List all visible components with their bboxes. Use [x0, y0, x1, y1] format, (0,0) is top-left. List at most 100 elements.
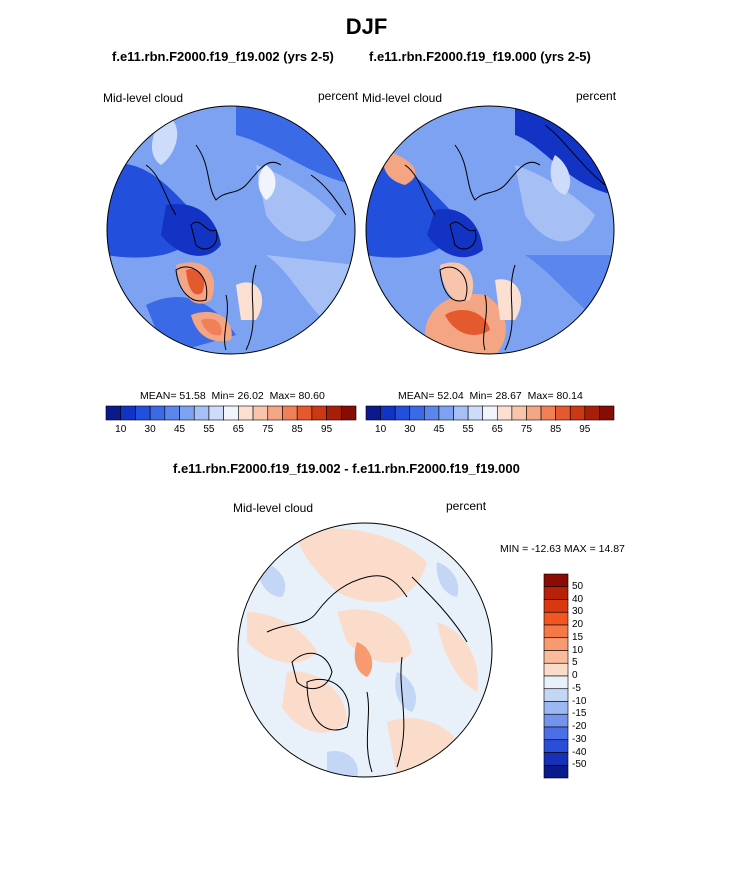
- colorbar-tick-label: 45: [173, 424, 186, 435]
- colorbar-tick-label: 85: [291, 424, 303, 435]
- difference-colorbar-ticks: 50 40 30 20 15 10 5 0 -5 -10 -15 -20 -30 -40 -50: [572, 574, 612, 778]
- right-colorbar-ticks: 10 30 45 55 65 75 85 95: [366, 424, 614, 438]
- colorbar-tick-label: 15: [572, 631, 584, 643]
- colorbar-swatch: [543, 764, 569, 779]
- colorbar-swatch: [543, 662, 569, 677]
- colorbar-swatch: [340, 405, 357, 421]
- colorbar-swatch: [482, 405, 498, 421]
- colorbar-tick-label: 0: [572, 670, 578, 681]
- colorbar-tick-label: -5: [572, 682, 581, 694]
- colorbar-swatch: [540, 405, 556, 421]
- difference-case-title: f.e11.rbn.F2000.f19_f19.002 - f.e11.rbn.…: [173, 461, 520, 476]
- colorbar-tick-label: 30: [404, 424, 416, 435]
- colorbar-swatch: [543, 637, 569, 651]
- colorbar-swatch: [424, 405, 440, 421]
- colorbar-tick-label: 50: [572, 580, 584, 592]
- left-polar-map: [106, 105, 356, 355]
- left-colorbar: [105, 405, 357, 421]
- colorbar-swatch: [193, 405, 210, 421]
- right-stats: MEAN= 52.04 Min= 28.67 Max= 80.14: [398, 390, 583, 402]
- right-case-title: f.e11.rbn.F2000.f19_f19.000 (yrs 2-5): [369, 49, 591, 64]
- colorbar-swatch: [380, 405, 396, 421]
- colorbar-swatch: [543, 586, 569, 600]
- colorbar-swatch: [543, 688, 569, 702]
- colorbar-tick-label: 95: [579, 424, 591, 435]
- colorbar-swatch: [365, 405, 381, 421]
- colorbar-tick-label: 55: [462, 424, 474, 435]
- colorbar-tick-label: -50: [572, 759, 587, 771]
- colorbar-swatch: [120, 405, 136, 421]
- difference-colorbar: [543, 573, 569, 779]
- colorbar-swatch: [409, 405, 425, 421]
- page-title: DJF: [345, 14, 388, 39]
- colorbar-tick-label: 30: [144, 424, 156, 435]
- colorbar-tick-label: 10: [115, 424, 127, 435]
- right-polar-map: [365, 105, 615, 355]
- colorbar-tick-label: 10: [572, 644, 584, 656]
- right-colorbar: [365, 405, 615, 421]
- colorbar-swatch: [164, 405, 180, 421]
- colorbar-tick-label: 10: [375, 424, 387, 435]
- colorbar-swatch: [511, 405, 527, 421]
- colorbar-swatch: [526, 405, 542, 421]
- colorbar-swatch: [252, 405, 269, 421]
- colorbar-tick-label: 95: [321, 424, 333, 435]
- difference-stats: MIN = -12.63 MAX = 14.87: [500, 543, 625, 555]
- difference-units-label: percent: [446, 499, 487, 513]
- colorbar-swatch: [543, 650, 569, 664]
- left-units-label: percent: [318, 89, 359, 103]
- colorbar-swatch: [599, 405, 615, 421]
- colorbar-tick-label: 20: [572, 619, 584, 630]
- colorbar-tick-label: 65: [491, 424, 503, 435]
- colorbar-swatch: [543, 611, 569, 626]
- colorbar-swatch: [311, 405, 327, 421]
- colorbar-tick-label: 40: [572, 593, 584, 605]
- colorbar-swatch: [496, 405, 513, 421]
- colorbar-tick-label: 75: [262, 424, 274, 435]
- colorbar-tick-label: 65: [232, 424, 244, 435]
- colorbar-swatch: [543, 701, 569, 715]
- colorbar-swatch: [326, 405, 342, 421]
- colorbar-swatch: [453, 405, 469, 421]
- difference-field-label: Mid-level cloud: [233, 501, 314, 515]
- colorbar-tick-label: -15: [572, 708, 587, 720]
- colorbar-swatch: [543, 675, 569, 690]
- right-units-label: percent: [576, 89, 617, 103]
- colorbar-swatch: [149, 405, 166, 421]
- colorbar-swatch: [105, 405, 122, 421]
- colorbar-swatch: [543, 752, 569, 766]
- colorbar-swatch: [208, 405, 224, 421]
- colorbar-tick-label: -40: [572, 746, 587, 758]
- colorbar-swatch: [555, 405, 571, 421]
- colorbar-swatch: [543, 739, 569, 753]
- colorbar-swatch: [296, 405, 313, 421]
- colorbar-tick-label: 75: [520, 424, 533, 435]
- colorbar-swatch: [223, 405, 239, 421]
- colorbar-swatch: [394, 405, 411, 421]
- colorbar-swatch: [543, 713, 569, 728]
- colorbar-swatch: [569, 405, 586, 421]
- colorbar-tick-label: 30: [572, 606, 584, 618]
- colorbar-swatch: [267, 405, 283, 421]
- colorbar-tick-label: -20: [572, 721, 587, 732]
- colorbar-swatch: [543, 624, 569, 639]
- colorbar-swatch: [543, 599, 569, 613]
- colorbar-swatch: [238, 405, 254, 421]
- colorbar-tick-label: 85: [550, 424, 562, 435]
- colorbar-swatch: [282, 405, 298, 421]
- colorbar-tick-label: -30: [572, 733, 587, 745]
- colorbar-swatch: [438, 405, 454, 421]
- colorbar-swatch: [135, 405, 151, 421]
- left-stats: MEAN= 51.58 Min= 26.02 Max= 80.60: [140, 390, 325, 402]
- colorbar-tick-label: 5: [572, 657, 578, 669]
- left-field-label: Mid-level cloud: [103, 91, 184, 105]
- colorbar-tick-label: 55: [203, 424, 215, 435]
- colorbar-swatch: [179, 405, 195, 421]
- colorbar-swatch: [543, 726, 569, 741]
- colorbar-swatch: [584, 405, 600, 421]
- left-colorbar-ticks: 10 30 45 55 65 75 85 95: [106, 424, 356, 438]
- colorbar-tick-label: -10: [572, 695, 587, 707]
- colorbar-swatch: [543, 573, 569, 588]
- colorbar-tick-label: 45: [433, 424, 445, 435]
- colorbar-swatch: [467, 405, 484, 421]
